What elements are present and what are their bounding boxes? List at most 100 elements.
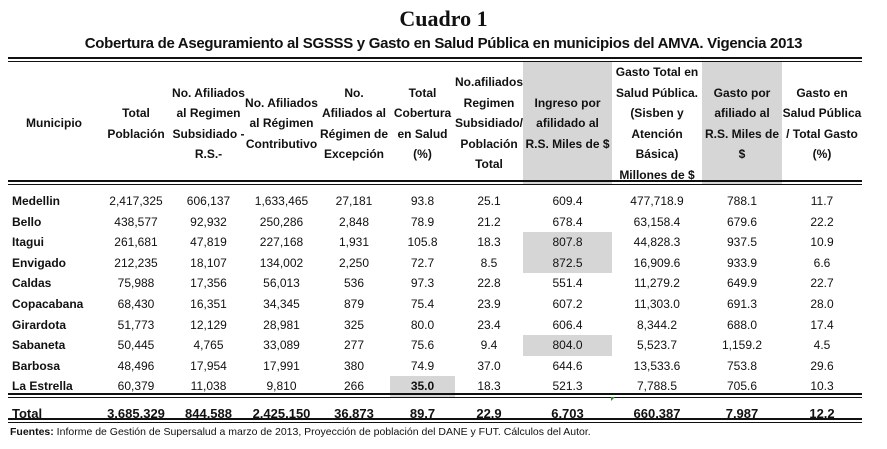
total-gasto_pct: 12.2 bbox=[809, 405, 835, 421]
total-rule-top bbox=[8, 393, 862, 398]
cell-gasto_afiliado: 688.0 bbox=[726, 317, 758, 332]
cell-excepcion: 1,931 bbox=[338, 235, 370, 250]
cell-excepcion: 536 bbox=[343, 276, 365, 291]
cell-gasto_afiliado: 753.8 bbox=[726, 358, 758, 373]
cell-rs_poblacion: 23.9 bbox=[477, 296, 501, 311]
cell-contributivo: 34,345 bbox=[263, 296, 300, 311]
cell-poblacion: 438,577 bbox=[114, 214, 158, 229]
cell-poblacion: 261,681 bbox=[114, 235, 158, 250]
col-header-gasto-pct: Gasto en Salud Pública / Total Gasto (%) bbox=[782, 85, 862, 162]
cell-cobertura: 97.3 bbox=[410, 276, 435, 291]
cell-gasto_total: 11,303.0 bbox=[634, 296, 680, 311]
cell-gasto_afiliado: 937.5 bbox=[726, 235, 758, 250]
table-title: Cobertura de Aseguramiento al SGSSS y Ga… bbox=[84, 35, 803, 52]
row-municipio: La Estrella bbox=[12, 379, 73, 394]
cell-cobertura: 80.0 bbox=[410, 317, 435, 332]
cell-subsidiado: 17,356 bbox=[190, 276, 227, 291]
row-municipio: Medellin bbox=[12, 194, 61, 208]
cell-gasto_total: 8,344.2 bbox=[636, 317, 678, 332]
cell-gasto_pct: 28.0 bbox=[810, 296, 834, 311]
cell-contributivo: 250,286 bbox=[259, 214, 304, 229]
cell-contributivo: 1,633,465 bbox=[254, 194, 309, 208]
col-header-subsidiado: No. Afiliados al Regimen Subsidiado -R.S… bbox=[172, 85, 245, 162]
cell-rs_poblacion: 18.3 bbox=[477, 379, 501, 394]
table-row: La Estrella 60,379 11,038 9,810 266 35.0 18.3 5… bbox=[8, 376, 862, 397]
cell-contributivo: 56,013 bbox=[263, 276, 300, 291]
cell-poblacion: 212,235 bbox=[114, 255, 158, 270]
cell-rs_poblacion: 25.1 bbox=[477, 194, 501, 208]
cell-rs_poblacion: 18.3 bbox=[477, 235, 501, 250]
cell-gasto_pct: 22.2 bbox=[810, 214, 834, 229]
cell-cobertura: 105.8 bbox=[407, 235, 438, 250]
source-note: Fuentes: Informe de Gestión de Supersalu… bbox=[10, 425, 591, 439]
total-cobertura: 89.7 bbox=[409, 405, 436, 421]
cell-subsidiado: 16,351 bbox=[190, 296, 227, 311]
cell-gasto_total: 63,158.4 bbox=[633, 214, 681, 229]
cell-gasto_pct: 11.7 bbox=[810, 194, 834, 208]
cell-rs_poblacion: 22.8 bbox=[477, 276, 501, 291]
table-row: Itagui 261,681 47,819 227,168 1,931 105.8 18.3… bbox=[8, 232, 862, 253]
table-body: Medellin 2,417,325 606,137 1,633,465 27,181 9… bbox=[8, 185, 862, 424]
total-subsidiado: 844,588 bbox=[185, 405, 232, 421]
cell-excepcion: 2,250 bbox=[338, 255, 370, 270]
cell-cobertura: 75.4 bbox=[410, 296, 435, 311]
cell-gasto_pct: 17.4 bbox=[810, 317, 834, 332]
row-municipio: Copacabana bbox=[12, 296, 84, 311]
col-header-ingreso: Ingreso por afilidado al R.S. Miles de $ bbox=[523, 62, 612, 185]
cell-cobertura: 93.8 bbox=[410, 194, 435, 208]
cell-excepcion: 277 bbox=[343, 338, 365, 353]
cell-excepcion: 27,181 bbox=[335, 194, 373, 208]
cell-poblacion: 2,417,325 bbox=[109, 194, 163, 208]
cell-gasto_afiliado: 933.9 bbox=[726, 255, 758, 270]
total-poblacion: 3,685,329 bbox=[107, 405, 165, 421]
source-text: Informe de Gestión de Supersalud a marzo… bbox=[53, 426, 591, 438]
cell-contributivo: 134,002 bbox=[259, 255, 304, 270]
cell-ingreso: 678.4 bbox=[552, 214, 583, 229]
header-row: Municipio Total Población No. Afiliados … bbox=[8, 62, 862, 185]
header-rule bbox=[8, 180, 862, 185]
cell-excepcion: 266 bbox=[343, 379, 365, 394]
cell-gasto_afiliado: 691.3 bbox=[726, 296, 758, 311]
col-header-poblacion: Total Población bbox=[107, 106, 165, 141]
cell-contributivo: 9,810 bbox=[266, 379, 297, 394]
cell-gasto_pct: 10.9 bbox=[810, 235, 834, 250]
top-rule bbox=[8, 57, 862, 62]
cell-subsidiado: 4,765 bbox=[193, 338, 224, 353]
cell-rs_poblacion: 9.4 bbox=[480, 338, 498, 353]
table-row: Girardota 51,773 12,129 28,981 325 80.0 23.4 60… bbox=[8, 315, 862, 336]
cell-ingreso: 644.6 bbox=[552, 358, 583, 373]
cell-contributivo: 28,981 bbox=[263, 317, 300, 332]
cell-ingreso: 609.4 bbox=[552, 194, 583, 208]
cell-ingreso: 521.3 bbox=[552, 379, 583, 394]
cell-poblacion: 50,445 bbox=[117, 338, 155, 353]
cell-cobertura: 35.0 bbox=[390, 376, 455, 397]
cell-excepcion: 380 bbox=[343, 358, 365, 373]
cell-gasto_afiliado: 649.9 bbox=[726, 276, 758, 291]
col-header-gasto-afiliado: Gasto por afiliado al R.S. Miles de $ bbox=[702, 62, 782, 185]
row-municipio: Girardota bbox=[12, 317, 67, 332]
cell-contributivo: 17,991 bbox=[263, 358, 300, 373]
row-municipio: Bello bbox=[12, 214, 42, 229]
row-municipio: Caldas bbox=[12, 276, 52, 291]
total-excepcion: 36,873 bbox=[334, 405, 374, 421]
cell-gasto_pct: 29.6 bbox=[810, 358, 834, 373]
cell-ingreso: 804.0 bbox=[523, 335, 612, 356]
cell-cobertura: 74.9 bbox=[410, 358, 435, 373]
cell-subsidiado: 17,954 bbox=[190, 358, 227, 373]
row-municipio: Itagui bbox=[12, 235, 44, 250]
source-label: Fuentes: bbox=[10, 426, 54, 438]
cell-excepcion: 2,848 bbox=[338, 214, 370, 229]
col-header-contributivo: No. Afiliados al Régimen Contributivo bbox=[245, 95, 318, 151]
cell-comment-marker bbox=[611, 397, 615, 401]
total-rule-bottom bbox=[8, 418, 862, 423]
cell-cobertura: 78.9 bbox=[410, 214, 435, 229]
cell-subsidiado: 47,819 bbox=[190, 235, 227, 250]
cell-subsidiado: 11,038 bbox=[190, 379, 227, 394]
cell-rs_poblacion: 21.2 bbox=[477, 214, 501, 229]
coverage-table: Municipio Total Población No. Afiliados … bbox=[8, 62, 862, 424]
cell-gasto_afiliado: 679.6 bbox=[726, 214, 758, 229]
table-row: Sabaneta 50,445 4,765 33,089 277 75.6 9.4 804.0… bbox=[8, 335, 862, 356]
cell-poblacion: 48,496 bbox=[117, 358, 155, 373]
cell-subsidiado: 12,129 bbox=[190, 317, 227, 332]
col-header-excepcion: No. Afiliados al Régimen de Excepción bbox=[319, 85, 388, 162]
